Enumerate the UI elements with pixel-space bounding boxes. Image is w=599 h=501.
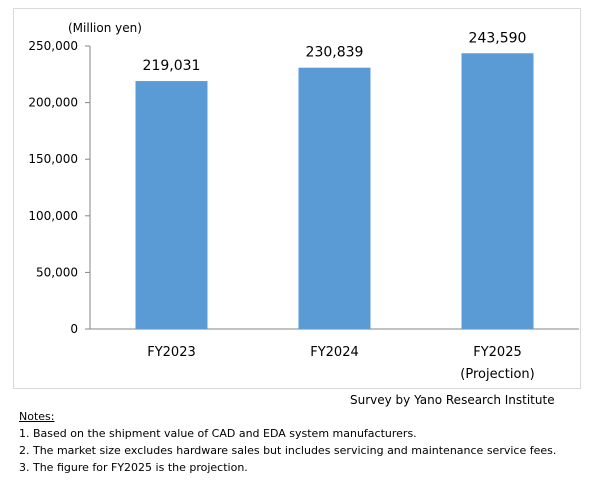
note-item-3: 3. The figure for FY2025 is the projecti… (19, 461, 248, 474)
y-unit-label: (Million yen) (68, 21, 142, 35)
note-item-1: 1. Based on the shipment value of CAD an… (19, 427, 417, 440)
y-tick-label: 100,000 (28, 209, 78, 223)
bar-chart: (Million yen) 0 50,000 100,000 150,000 200,00… (28, 21, 579, 382)
source-credit: Survey by Yano Research Institute (350, 393, 555, 407)
x-category-sublabel: (Projection) (460, 367, 534, 382)
chart-frame (13, 8, 581, 389)
y-tick-label: 0 (70, 322, 78, 336)
x-category-label: FY2025 (473, 345, 522, 360)
x-category-label: FY2023 (147, 345, 196, 360)
note-item-2: 2. The market size excludes hardware sal… (19, 444, 557, 457)
y-tick-label: 150,000 (28, 152, 78, 166)
bar-value-label: 219,031 (143, 58, 201, 74)
bar-value-label: 230,839 (306, 45, 364, 61)
y-tick-label: 200,000 (28, 96, 78, 110)
x-category-label: FY2024 (310, 345, 359, 360)
bar-fy2023 (135, 81, 208, 329)
y-tick-label: 50,000 (36, 265, 78, 279)
notes-heading: Notes: (19, 410, 55, 423)
bar-value-label: 243,590 (469, 30, 527, 46)
bar-fy2024 (298, 67, 371, 330)
y-tick-label: 250,000 (28, 39, 78, 53)
bar-fy2025 (461, 53, 534, 330)
notes: Notes: 1. Based on the shipment value of… (19, 410, 579, 475)
